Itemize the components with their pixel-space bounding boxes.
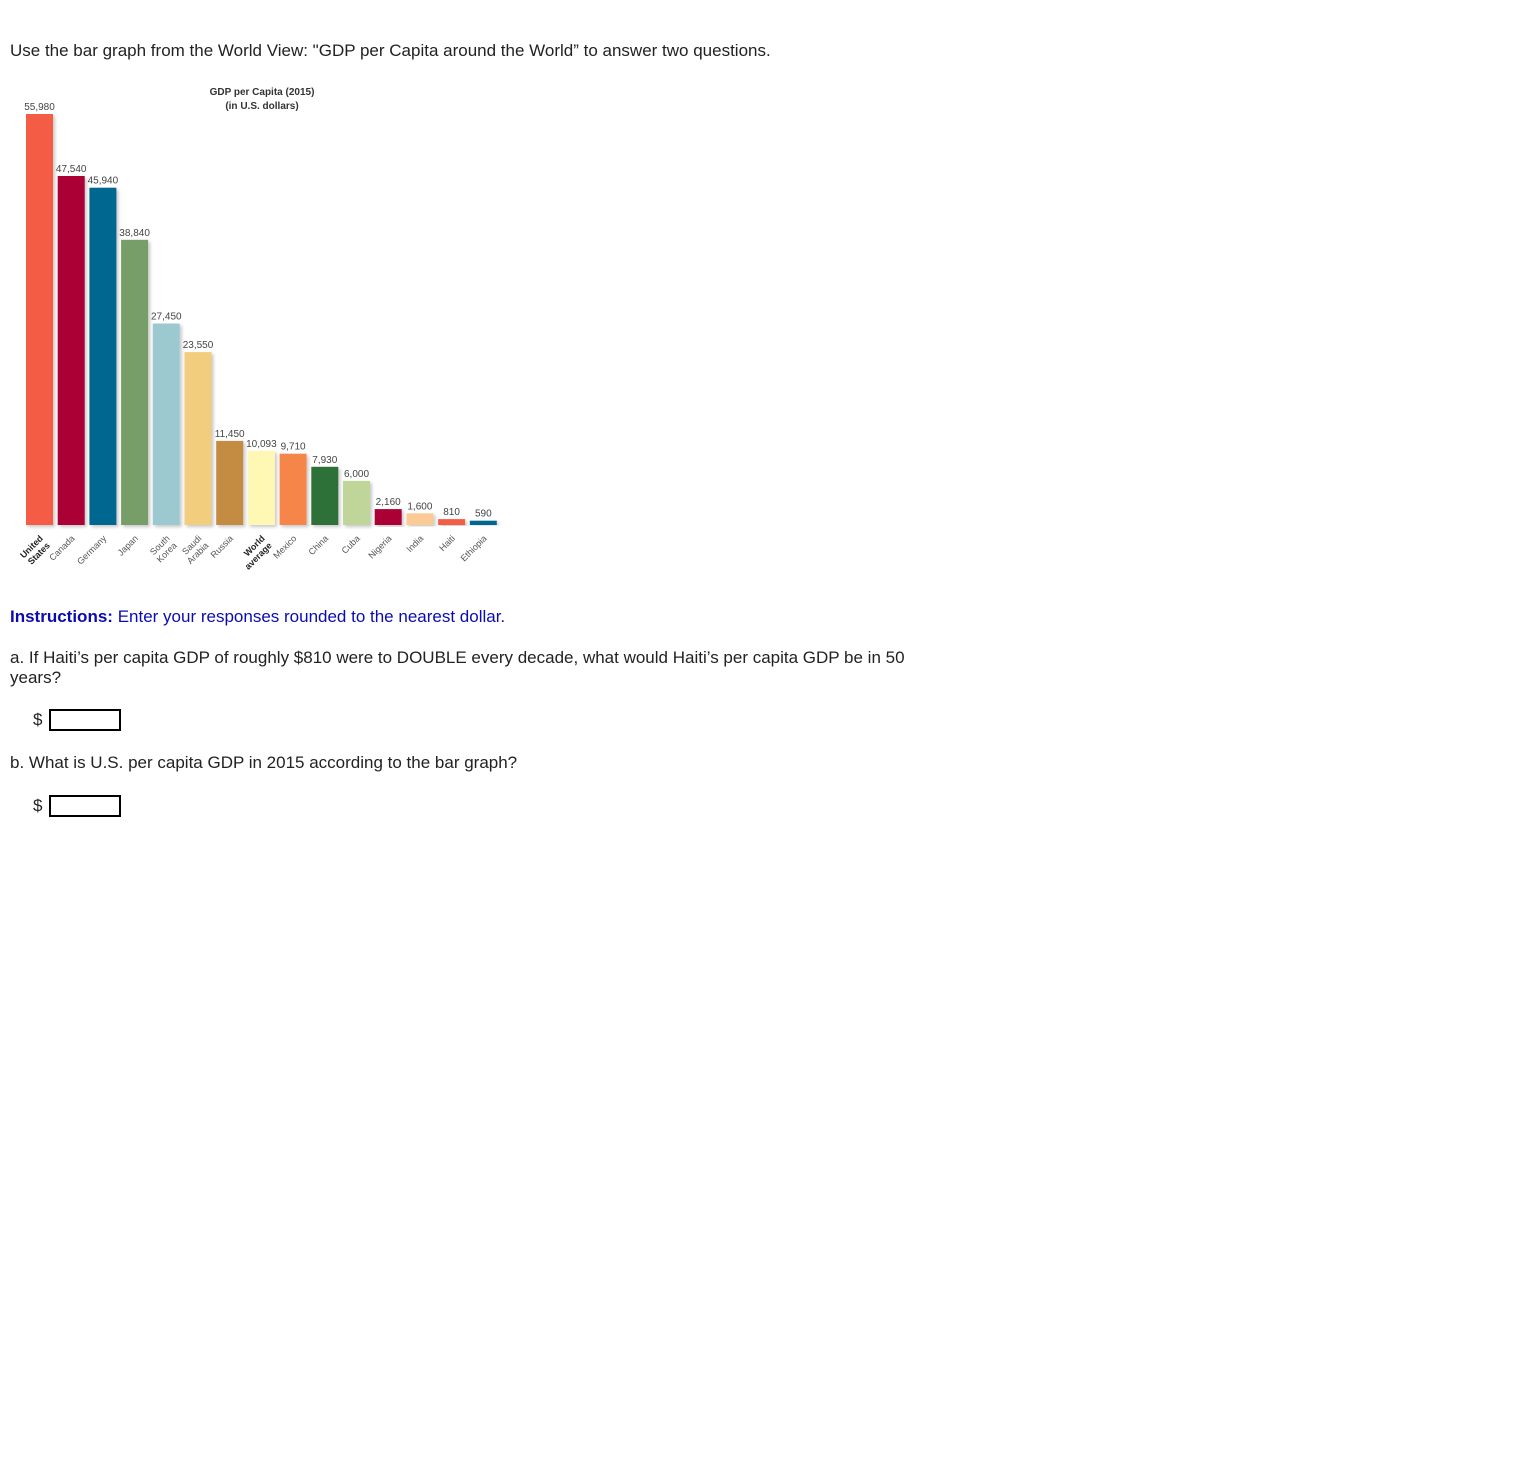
category-label-line: Ethiopia xyxy=(459,533,489,563)
value-label-ethiopia: 590 xyxy=(475,509,492,520)
category-label-line: Germany xyxy=(75,533,109,567)
category-label-germany: Germany xyxy=(75,533,109,567)
bar-nigeria xyxy=(374,509,402,525)
value-label-haiti: 810 xyxy=(443,507,460,518)
answer-input-b[interactable] xyxy=(49,795,121,817)
bar-germany xyxy=(89,187,117,525)
bars-layer xyxy=(26,114,497,526)
answer-input-a[interactable] xyxy=(49,709,121,731)
answer-row-a: $ xyxy=(33,709,121,731)
category-label-china: China xyxy=(307,533,331,557)
value-label-russia: 11,450 xyxy=(215,429,245,440)
category-label-ethiopia: Ethiopia xyxy=(459,533,489,563)
question-b: b. What is U.S. per capita GDP in 2015 a… xyxy=(10,753,518,772)
chart-subtitle: (in U.S. dollars) xyxy=(225,101,298,112)
instructions-text: Enter your responses rounded to the near… xyxy=(117,607,506,626)
bar-south-korea xyxy=(152,323,180,525)
bar-mexico xyxy=(279,453,307,525)
bar-cuba xyxy=(343,480,370,525)
value-label-nigeria: 2,160 xyxy=(376,497,401,508)
gdp-bar-chart-svg: GDP per Capita (2015) (in U.S. dollars) … xyxy=(18,87,497,572)
category-label-russia: Russia xyxy=(209,533,236,560)
category-label-line: Canada xyxy=(47,533,76,562)
value-label-saudi-arabia: 23,550 xyxy=(183,340,214,351)
intro-text: Use the bar graph from the World View: "… xyxy=(10,41,771,60)
value-label-japan: 38,840 xyxy=(119,228,150,239)
bar-japan xyxy=(121,239,149,526)
category-label-line: Haiti xyxy=(437,533,457,553)
bar-united-states xyxy=(26,114,53,525)
bar-saudi-arabia xyxy=(184,352,212,525)
bar-ethiopia xyxy=(469,520,497,525)
value-label-china: 7,930 xyxy=(312,455,337,466)
category-label-haiti: Haiti xyxy=(437,533,457,553)
currency-symbol: $ xyxy=(33,710,43,729)
value-label-cuba: 6,000 xyxy=(344,469,369,480)
currency-symbol: $ xyxy=(33,796,43,815)
category-label-canada: Canada xyxy=(47,533,76,562)
bar-india xyxy=(406,513,434,525)
category-label-japan: Japan xyxy=(116,533,140,557)
bar-russia xyxy=(216,440,244,525)
category-label-line: Nigeria xyxy=(366,533,393,560)
instructions: Instructions: Enter your responses round… xyxy=(10,607,505,627)
category-label-line: China xyxy=(307,533,331,557)
category-label-mexico: Mexico xyxy=(271,533,298,560)
bar-haiti xyxy=(438,519,466,525)
category-label-line: Russia xyxy=(209,533,236,560)
chart-title: GDP per Capita (2015) xyxy=(210,87,315,98)
category-label-line: India xyxy=(404,533,425,554)
category-label-india: India xyxy=(404,533,425,554)
category-label-line: Mexico xyxy=(271,533,298,560)
category-label-line: Cuba xyxy=(340,533,362,555)
gdp-bar-chart: GDP per Capita (2015) (in U.S. dollars) … xyxy=(10,82,520,582)
bar-world-average xyxy=(247,450,275,525)
category-label-line: Japan xyxy=(116,533,140,557)
question-a: a. If Haiti’s per capita GDP of roughly … xyxy=(10,648,905,687)
category-label-cuba: Cuba xyxy=(340,533,362,555)
value-label-world-average: 10,093 xyxy=(246,439,277,450)
bar-canada xyxy=(57,176,85,525)
bar-china xyxy=(311,466,339,525)
value-label-south-korea: 27,450 xyxy=(151,312,182,323)
value-label-india: 1,600 xyxy=(407,501,432,512)
instructions-label: Instructions: xyxy=(10,607,113,626)
answer-row-b: $ xyxy=(33,795,121,817)
value-label-mexico: 9,710 xyxy=(281,442,306,453)
value-label-canada: 47,540 xyxy=(56,164,87,175)
value-label-germany: 45,940 xyxy=(88,176,119,187)
category-label-nigeria: Nigeria xyxy=(366,533,393,560)
value-label-united-states: 55,980 xyxy=(24,102,55,113)
